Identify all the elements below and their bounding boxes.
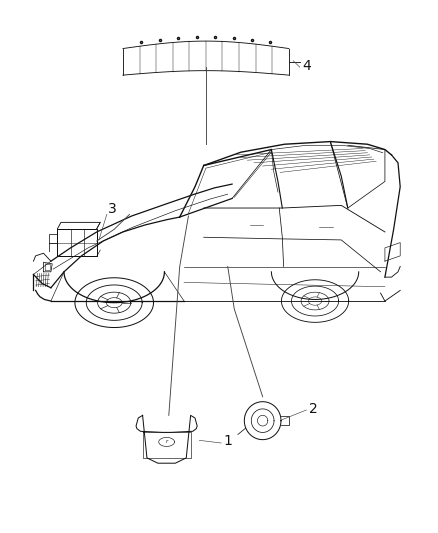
Text: 2: 2 (308, 402, 317, 416)
Text: 4: 4 (302, 59, 311, 73)
Text: 3: 3 (108, 203, 117, 216)
Text: 1: 1 (223, 433, 232, 448)
Text: r: r (166, 439, 168, 445)
